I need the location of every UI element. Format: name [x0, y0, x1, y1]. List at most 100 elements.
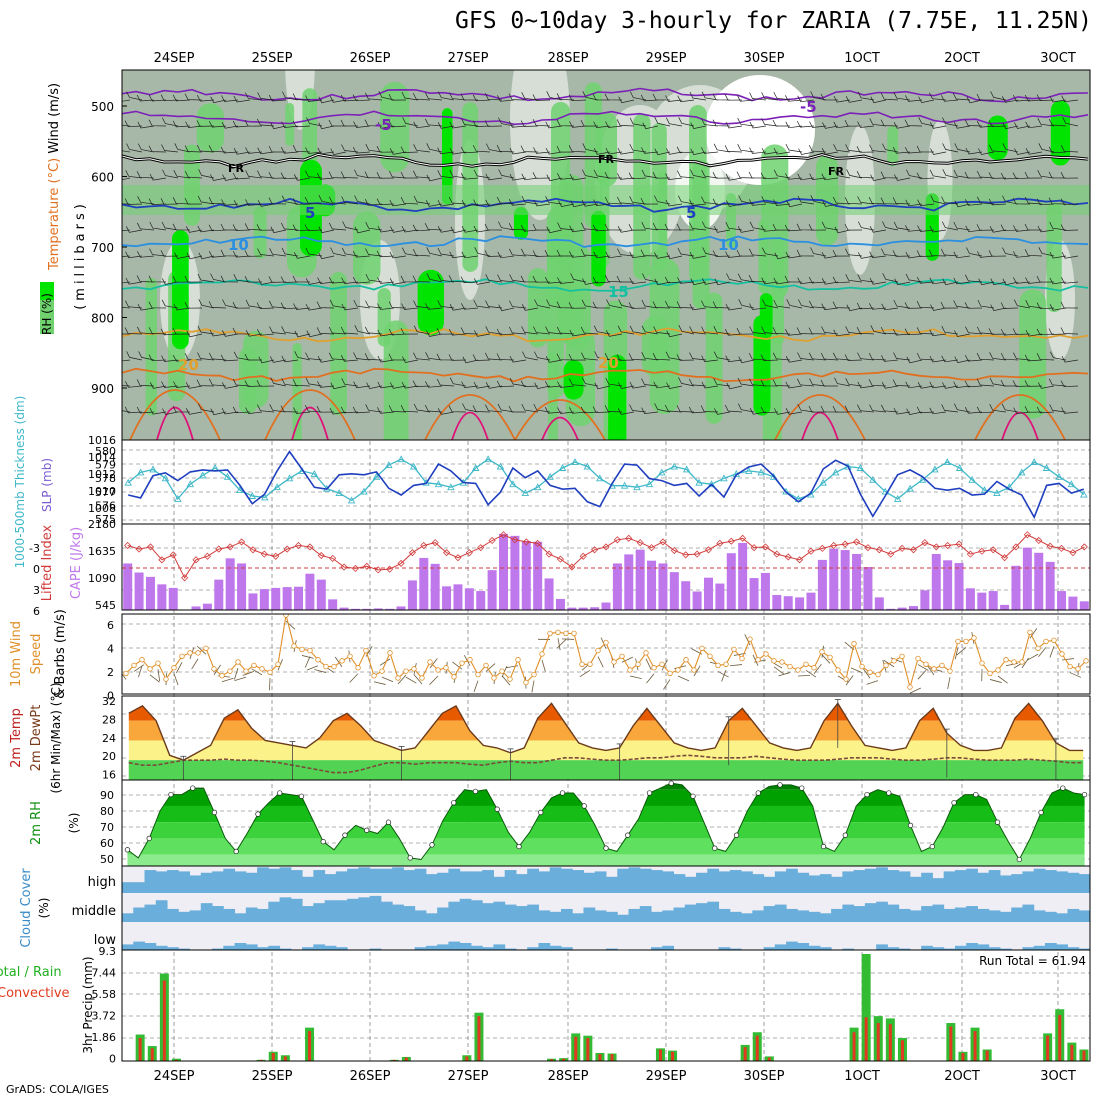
wind-barb — [832, 352, 851, 361]
wind-barb — [857, 381, 875, 389]
wind-barb — [124, 120, 143, 128]
wind-barb — [568, 145, 587, 153]
wind-barb — [353, 381, 371, 389]
wind-barb — [509, 300, 527, 309]
wind-barb — [724, 329, 743, 336]
wind-barb — [990, 278, 1007, 286]
wind-barb — [1000, 172, 1019, 180]
precip-convective-bar — [961, 1052, 965, 1061]
wind-barb — [268, 145, 286, 153]
rh-saturated-column — [608, 354, 627, 440]
rh-tick: 80 — [100, 805, 114, 818]
wind-barb — [916, 145, 935, 153]
wind-barb — [629, 251, 647, 258]
wind-barb — [690, 122, 707, 129]
li-marker — [1046, 542, 1054, 550]
wind-speed-marker — [827, 654, 833, 661]
wind-speed-marker — [507, 676, 513, 682]
wind-barb — [149, 173, 167, 181]
wind-speed-marker — [659, 661, 665, 667]
li-marker — [545, 550, 553, 558]
rh-moist-column — [887, 126, 899, 167]
li-marker — [989, 546, 997, 554]
wind-barb — [616, 354, 635, 361]
wind-barb — [844, 120, 863, 127]
surface-wind-barb — [557, 639, 567, 649]
rh-marker — [277, 790, 283, 796]
li-marker — [852, 538, 861, 546]
wind-barb — [448, 196, 467, 205]
wind-barb — [413, 144, 431, 153]
wind-barb — [280, 302, 299, 310]
wind-barb — [654, 148, 671, 156]
wind-barb — [581, 299, 599, 309]
wind-barb — [917, 382, 935, 389]
slp-tick: 1010 — [88, 485, 116, 498]
wind-barb — [617, 147, 635, 155]
wind-barb — [197, 352, 215, 361]
wind-speed-marker — [651, 665, 657, 671]
wind-barb — [244, 120, 263, 127]
thickness-slp-area — [124, 450, 1088, 520]
wind-barb — [916, 352, 935, 361]
cloud-cover-bar — [786, 908, 798, 922]
surface-wind-barb — [717, 671, 729, 678]
wind-barb — [280, 276, 299, 283]
surface-wind-barb — [850, 667, 863, 673]
wind-barb — [1012, 380, 1031, 387]
wind-barb — [269, 326, 287, 335]
wind-barb — [425, 352, 443, 361]
wind-barb — [532, 250, 551, 257]
wind-barb — [461, 118, 479, 127]
wind-barb — [628, 172, 647, 180]
cloud-cover-bar — [527, 947, 539, 950]
li-marker — [534, 539, 542, 547]
wind-speed-marker — [523, 679, 529, 686]
rh-marker — [864, 791, 870, 798]
thickness-marker — [1067, 480, 1076, 488]
wind-barb — [122, 229, 131, 232]
wind-tick: 4 — [107, 643, 114, 656]
cape-bar — [316, 579, 326, 610]
cloud-cover-bar — [729, 948, 742, 950]
wind-barb — [280, 147, 299, 154]
wind-barb — [930, 148, 947, 155]
wind-barb — [244, 353, 262, 361]
cloud-cover-bar — [774, 944, 787, 950]
panel-frame — [121, 613, 1091, 695]
precip-axis-label: 3hr Precip (mm) — [81, 956, 95, 1053]
wind-speed-marker — [339, 658, 345, 664]
wind-barb — [317, 277, 335, 284]
cloud-cover-bar — [313, 903, 326, 922]
surface-wind-barb — [301, 655, 314, 659]
wind-barb — [930, 195, 947, 205]
wind-barb — [1013, 352, 1031, 361]
wind-barb — [353, 299, 371, 309]
wind-barb — [161, 381, 179, 388]
cloud-cover-bar — [437, 907, 449, 922]
wind-barb — [220, 146, 239, 154]
wind-barb — [137, 251, 155, 258]
wind-barb — [316, 327, 335, 335]
wind-barb — [520, 225, 539, 232]
wind-barb — [400, 197, 419, 205]
wind-barb — [1013, 277, 1031, 284]
wind-barb — [1061, 277, 1079, 284]
wind-barb — [761, 92, 779, 101]
wind-barb — [125, 251, 143, 259]
wind-axis-label-colored: 10m Wind — [9, 621, 24, 687]
wind-barb — [665, 351, 683, 361]
wind-speed-marker — [259, 666, 265, 672]
surface-wind-barb — [379, 658, 391, 666]
thickness-marker — [968, 475, 976, 483]
wind-speed-marker — [163, 676, 169, 682]
wind-barb — [605, 377, 623, 387]
wind-barb — [954, 200, 971, 208]
rh-moist-column — [383, 320, 409, 440]
wind-barb — [364, 119, 383, 127]
wind-barb — [761, 196, 779, 205]
wind-barb — [954, 330, 971, 337]
wind-barb — [845, 326, 863, 335]
wind-barb — [964, 302, 983, 309]
wind-barb — [125, 226, 143, 233]
